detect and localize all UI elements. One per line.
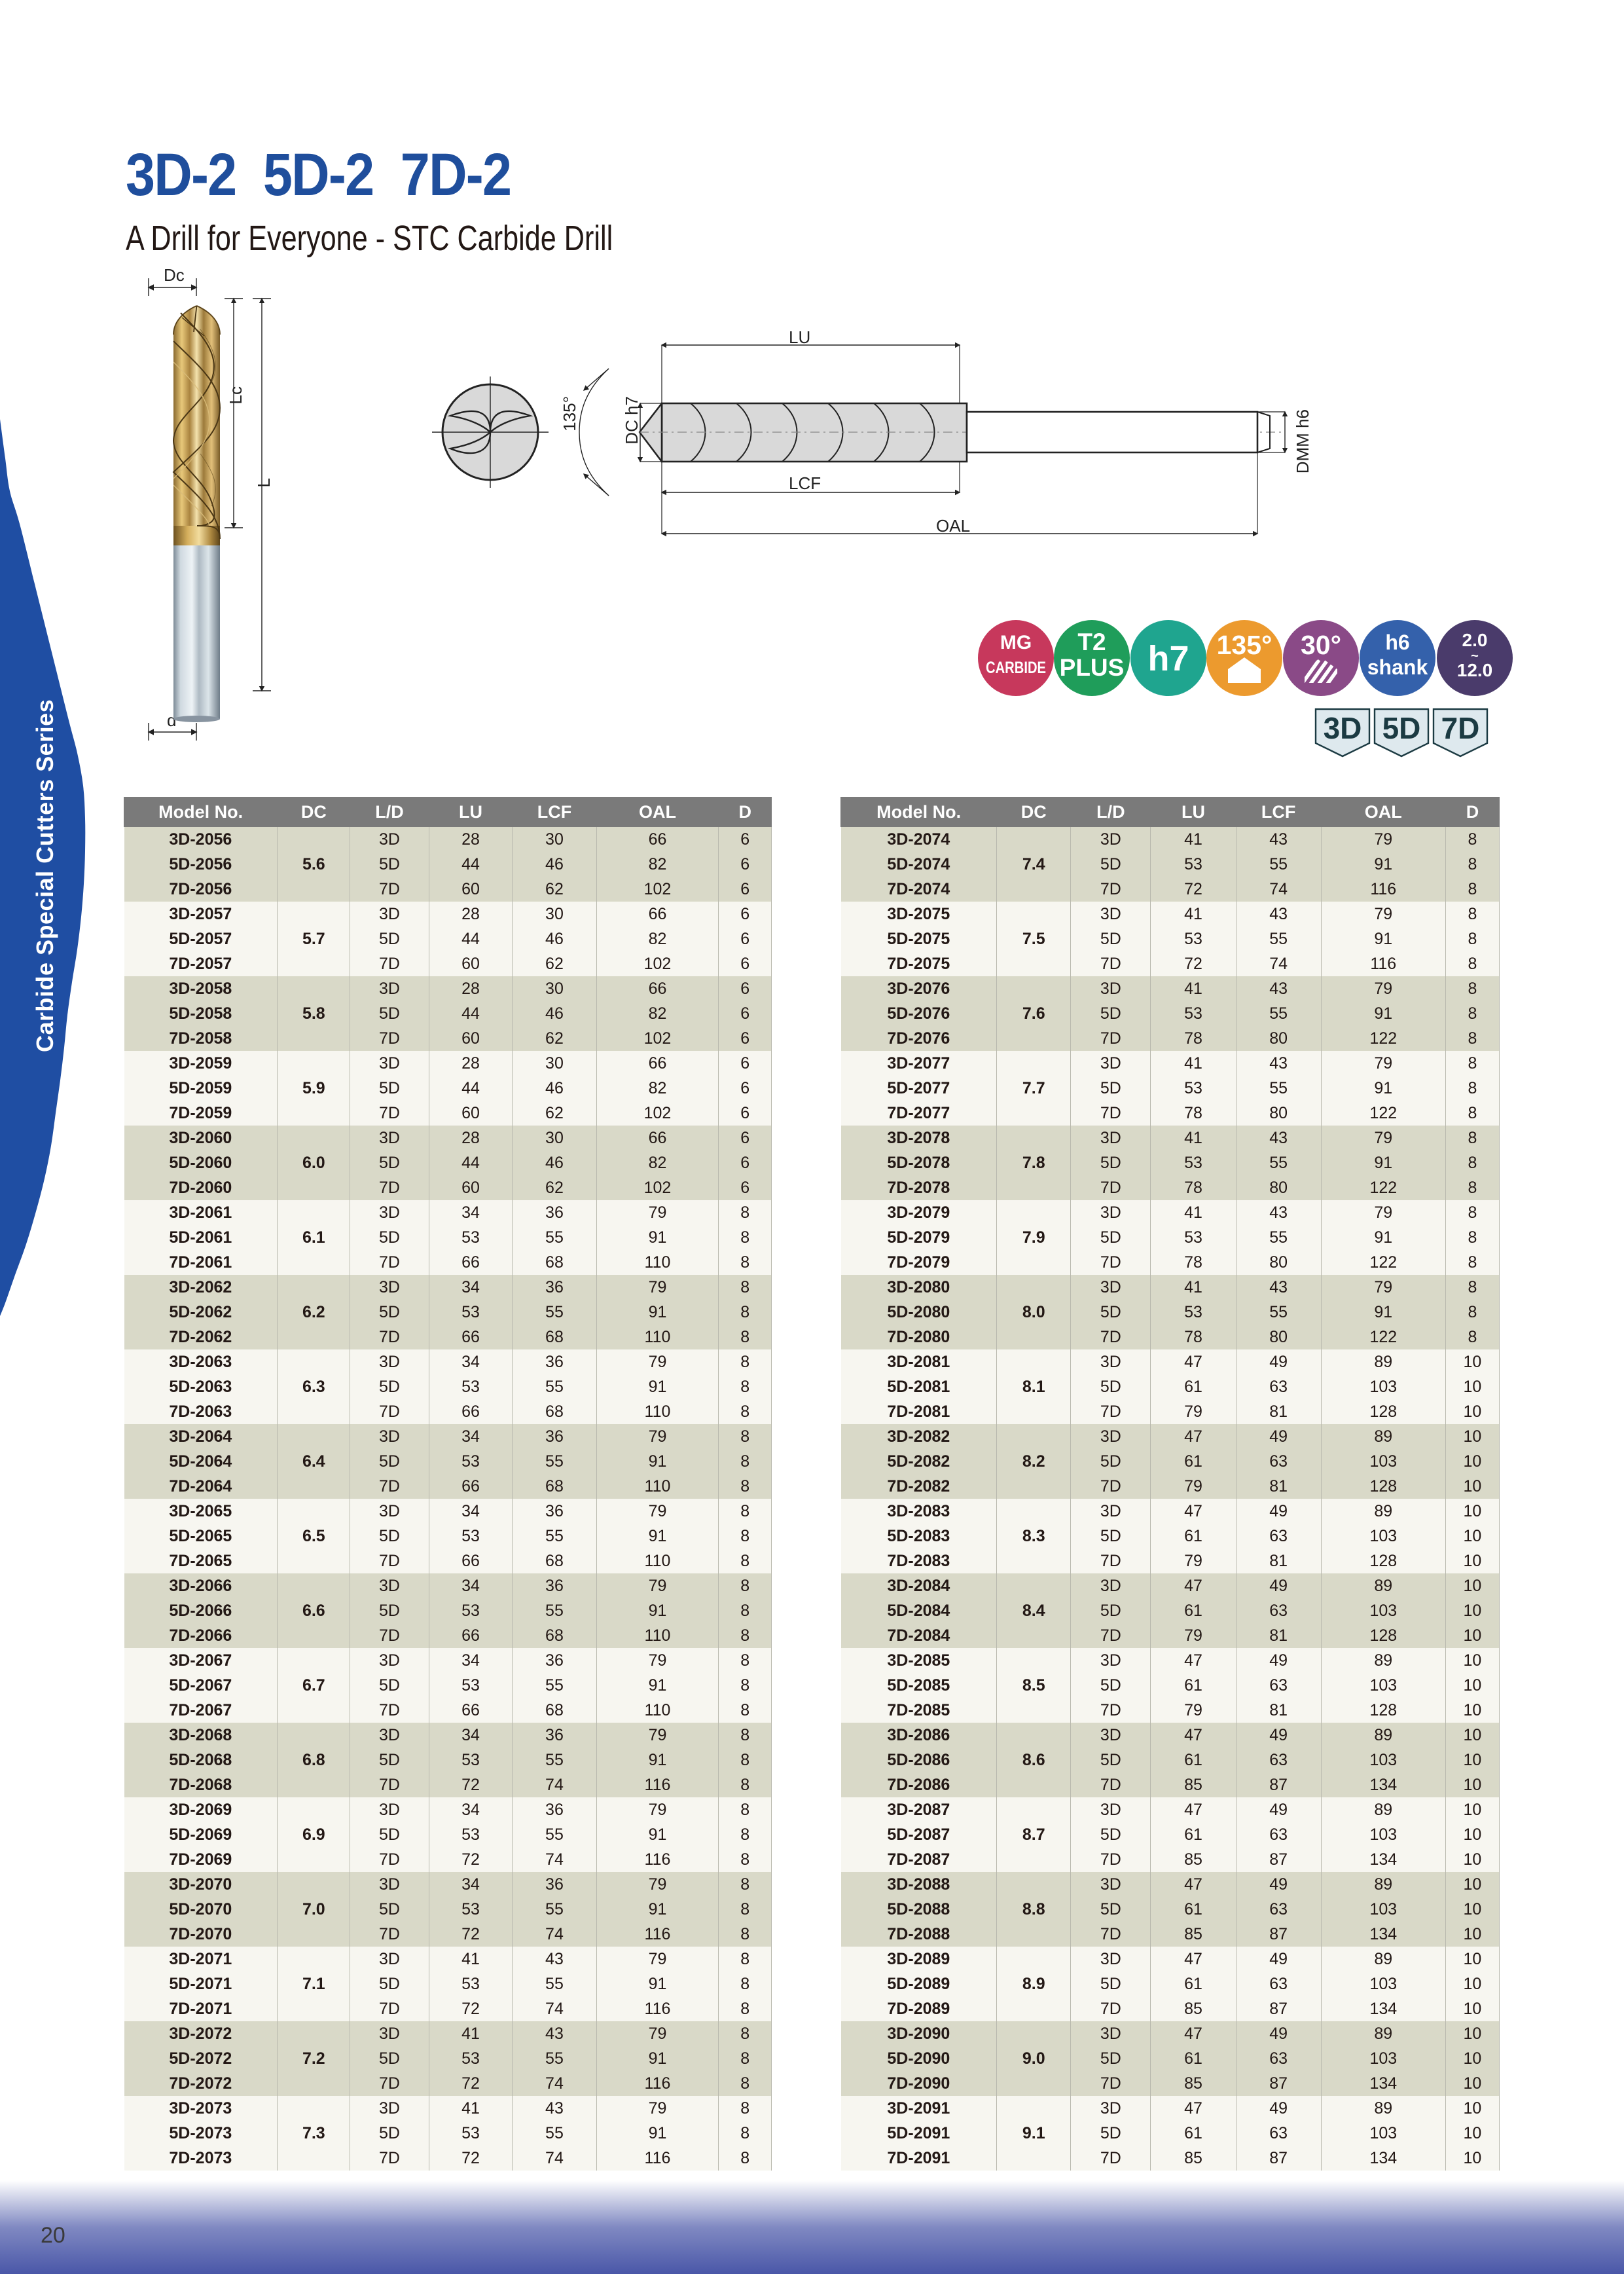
svg-text:135°: 135°	[1217, 630, 1272, 660]
svg-text:3D: 3D	[1324, 711, 1362, 745]
svg-text:5D: 5D	[1382, 711, 1421, 745]
svg-text:7D: 7D	[1441, 711, 1480, 745]
svg-text:shank: shank	[1367, 655, 1428, 679]
svg-text:CARBIDE: CARBIDE	[986, 659, 1046, 677]
svg-text:MG: MG	[1000, 632, 1032, 653]
svg-text:12.0: 12.0	[1457, 660, 1493, 680]
svg-text:h7: h7	[1147, 639, 1189, 678]
svg-text:T2: T2	[1077, 629, 1106, 655]
svg-text:2.0: 2.0	[1462, 630, 1488, 650]
svg-text:PLUS: PLUS	[1060, 654, 1125, 681]
svg-text:30°: 30°	[1301, 630, 1341, 660]
svg-text:h6: h6	[1385, 631, 1409, 654]
